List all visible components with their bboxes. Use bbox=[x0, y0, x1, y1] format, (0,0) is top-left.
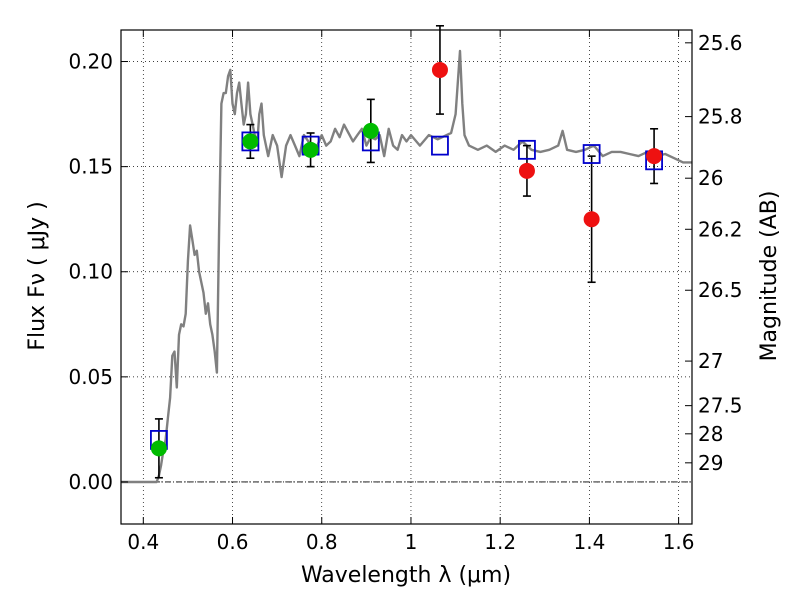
x-tick-label: 0.6 bbox=[217, 530, 249, 554]
model-spectrum-line bbox=[121, 49, 692, 484]
tick-labels: 0.4 0.6 0.8 1 1.2 1.4 1.6 0.00 0.05 0.10 0.15 0.20 2… bbox=[68, 31, 742, 554]
x-tick-label: 1.2 bbox=[484, 530, 516, 554]
y2-tick-label: 26.5 bbox=[698, 278, 743, 302]
y-tick-label: 0.20 bbox=[68, 50, 113, 74]
x-tick-label: 0.8 bbox=[306, 530, 338, 554]
grid-lines bbox=[121, 30, 692, 524]
x-tick-label: 1.4 bbox=[573, 530, 605, 554]
model-spectrum bbox=[121, 49, 692, 484]
y-tick-label: 0.10 bbox=[68, 260, 113, 284]
observed-photometry bbox=[150, 61, 663, 457]
y2-tick-label: 25.8 bbox=[698, 105, 743, 129]
observed-photometry-point bbox=[150, 440, 167, 457]
y-axis-label: Flux Fν ( μJy ) bbox=[25, 201, 50, 350]
model-photometry-square bbox=[431, 135, 449, 156]
y-tick-label: 0.00 bbox=[68, 470, 113, 494]
x-tick-label: 1 bbox=[405, 530, 418, 554]
error-bars bbox=[154, 24, 659, 479]
y-tick-label: 0.15 bbox=[68, 155, 113, 179]
x-tick-label: 0.4 bbox=[127, 530, 159, 554]
x-axis-label: Wavelength λ (μm) bbox=[301, 563, 511, 588]
y2-tick-label: 28 bbox=[698, 422, 723, 446]
observed-photometry-point bbox=[583, 211, 600, 228]
y2-tick-label: 27.5 bbox=[698, 394, 743, 418]
y2-tick-label: 25.6 bbox=[698, 31, 743, 55]
x-tick-label: 1.6 bbox=[663, 530, 695, 554]
model-photometry-square bbox=[518, 139, 536, 160]
observed-photometry-point bbox=[518, 162, 535, 179]
model-photometry bbox=[150, 131, 663, 450]
observed-photometry-point bbox=[362, 122, 379, 139]
observed-photometry-point bbox=[646, 148, 663, 165]
model-photometry-square bbox=[582, 144, 601, 164]
y-tick-label: 0.05 bbox=[68, 365, 113, 389]
observed-photometry-point bbox=[302, 141, 319, 158]
axes bbox=[120, 29, 693, 525]
observed-photometry-point bbox=[242, 133, 259, 150]
y2-tick-label: 26 bbox=[698, 166, 723, 190]
plot-frame bbox=[120, 29, 693, 525]
observed-photometry-point bbox=[431, 61, 448, 78]
y2-tick-label: 27 bbox=[698, 349, 723, 373]
y2-axis-label: Magnitude (AB) bbox=[757, 191, 782, 362]
y2-tick-label: 29 bbox=[698, 451, 723, 475]
y2-tick-label: 26.2 bbox=[698, 217, 743, 241]
